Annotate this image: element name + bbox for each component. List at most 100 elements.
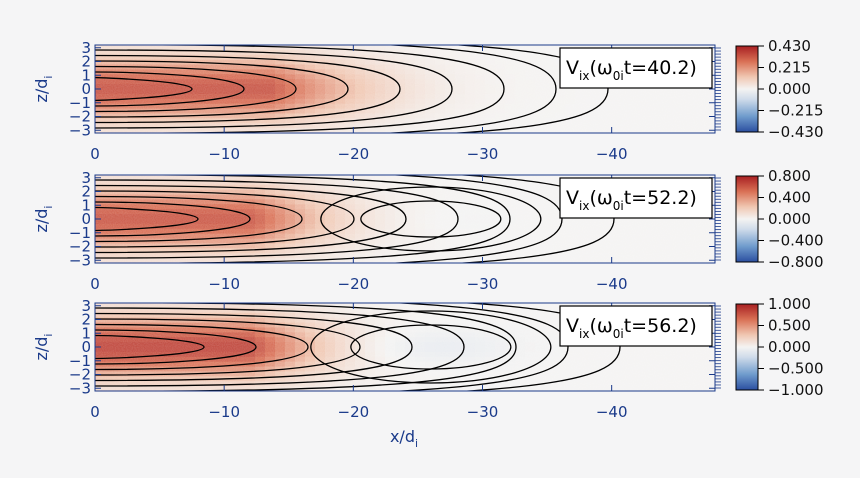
field-line	[95, 71, 245, 107]
y-tick-label: −3	[69, 379, 91, 397]
annotation-label: Vix(ω0it=56.2)	[566, 315, 697, 341]
field-line	[95, 190, 355, 248]
x-tick-label: −30	[467, 403, 499, 421]
colorbar-tick-label: 1.000	[768, 295, 811, 313]
field-line	[95, 175, 511, 263]
field-line	[458, 303, 621, 391]
contours-panel-2	[95, 175, 615, 263]
y-tick-label: 0	[81, 338, 91, 356]
contours-panel-1	[95, 45, 609, 133]
field-line	[95, 307, 465, 387]
y-tick-label: −3	[69, 121, 91, 139]
y-tick-label: 2	[81, 53, 91, 71]
field-line	[95, 49, 453, 129]
y-tick-label: −3	[69, 251, 91, 269]
y-tick-label: 3	[81, 297, 91, 315]
x-tick-label: 0	[90, 275, 100, 293]
annotation-label: Vix(ω0it=40.2)	[566, 57, 697, 83]
field-line	[95, 60, 349, 118]
colorbar-tick-label: −0.500	[768, 360, 824, 378]
x-tick-label: 0	[90, 403, 100, 421]
island-contour	[350, 324, 512, 370]
contours-panel-3	[95, 303, 621, 391]
colorbar-tick-label: −0.430	[768, 123, 824, 141]
field-line	[95, 65, 297, 113]
field-line	[95, 195, 303, 243]
x-tick-label: −20	[338, 403, 370, 421]
y-tick-label: 2	[81, 183, 91, 201]
y-tick-label: 3	[81, 39, 91, 57]
colorbar-tick-label: 0.000	[768, 210, 811, 228]
x-tick-label: −30	[467, 145, 499, 163]
island-contour	[310, 310, 552, 384]
y-tick-label: −2	[69, 108, 91, 126]
colorbar-tick-label: 0.800	[768, 167, 811, 185]
y-tick-label: 1	[81, 324, 91, 342]
field-line	[95, 318, 361, 376]
x-tick-label: −20	[338, 275, 370, 293]
y-tick-label: 1	[81, 196, 91, 214]
x-tick-label: −40	[596, 145, 628, 163]
field-line	[95, 184, 407, 254]
y-axis-label: z/di	[32, 333, 55, 360]
x-tick-label: −10	[208, 145, 240, 163]
x-tick-label: −40	[596, 275, 628, 293]
field-line	[95, 303, 517, 391]
y-tick-label: −2	[69, 238, 91, 256]
field-line	[380, 45, 557, 133]
y-tick-label: 0	[81, 80, 91, 98]
colorbar-tick-label: −1.000	[768, 381, 824, 399]
field-line	[384, 175, 563, 263]
field-line	[95, 201, 251, 237]
annotation-box	[559, 47, 713, 89]
x-tick-label: −20	[338, 145, 370, 163]
colorbar-tick-label: −0.800	[768, 253, 824, 271]
colorbar-1	[735, 45, 759, 133]
x-tick-label: −10	[208, 403, 240, 421]
annotation-box	[559, 305, 713, 347]
colorbar-tick-label: −0.215	[768, 102, 824, 120]
y-tick-label: 0	[81, 210, 91, 228]
colorbar-2	[735, 175, 759, 263]
colorbar-tick-label: 0.000	[768, 338, 811, 356]
y-tick-label: −1	[69, 352, 91, 370]
x-tick-label: −40	[596, 403, 628, 421]
colorbar-tick-label: 0.500	[768, 317, 811, 335]
field-line	[454, 175, 615, 263]
annotation-box	[559, 177, 713, 219]
colorbar-3	[735, 303, 759, 391]
x-tick-label: 0	[90, 145, 100, 163]
y-tick-label: −1	[69, 224, 91, 242]
colorbar-tick-label: 0.400	[768, 189, 811, 207]
y-axis-label: z/di	[32, 205, 55, 232]
field-line	[95, 312, 413, 382]
colorbar-tick-label: −0.400	[768, 232, 824, 250]
x-axis-label: x/di	[390, 427, 418, 450]
field-line	[95, 54, 401, 124]
x-tick-label: −30	[467, 275, 499, 293]
y-tick-label: 1	[81, 66, 91, 84]
y-tick-label: 2	[81, 311, 91, 329]
field-line	[95, 334, 205, 360]
field-line	[449, 45, 609, 133]
field-line	[95, 323, 309, 371]
y-axis-label: z/di	[32, 75, 55, 102]
field-line	[95, 206, 199, 232]
field-line	[95, 329, 257, 365]
y-tick-label: −2	[69, 366, 91, 384]
y-tick-label: −1	[69, 94, 91, 112]
colorbar-tick-label: 0.215	[768, 59, 811, 77]
field-line	[389, 303, 569, 391]
y-tick-label: 3	[81, 169, 91, 187]
annotation-label: Vix(ω0it=52.2)	[566, 187, 697, 213]
colorbar-tick-label: 0.430	[768, 37, 811, 55]
field-line	[95, 179, 459, 259]
field-line	[95, 45, 505, 133]
island-contour	[360, 200, 502, 238]
island-contour	[320, 186, 542, 252]
x-tick-label: −10	[208, 275, 240, 293]
